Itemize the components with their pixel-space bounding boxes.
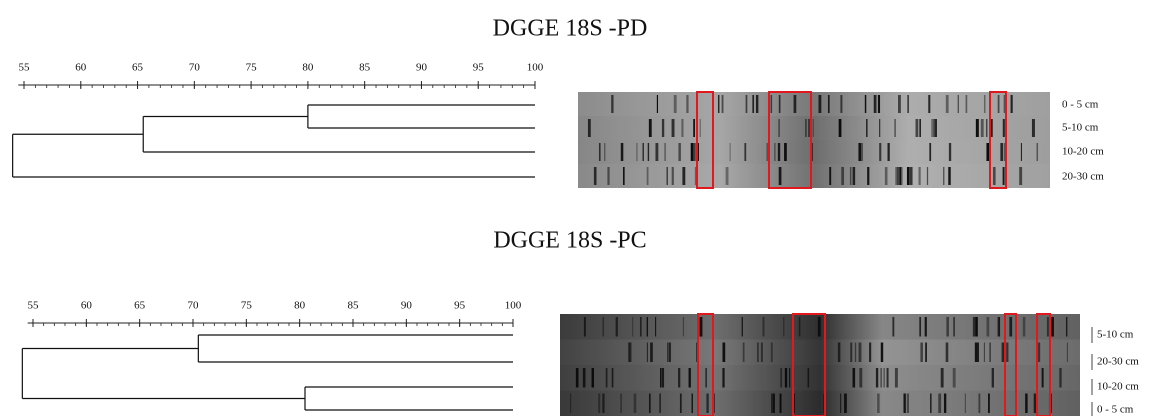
gel-lane <box>578 116 1050 140</box>
panel-title: DGGE 18S -PC <box>493 228 646 254</box>
tick-label: 65 <box>134 300 146 312</box>
tick-label: 90 <box>416 62 428 74</box>
tick-label: 70 <box>189 62 201 74</box>
lane-label: 0 - 5 cm <box>1097 404 1134 416</box>
lane-label: 10-20 cm <box>1097 381 1139 393</box>
gel-lane-shade <box>578 92 1050 116</box>
tick-label: 90 <box>401 300 413 312</box>
tick-label: 75 <box>246 62 258 74</box>
tick-label: 95 <box>454 300 466 312</box>
highlight-box <box>1036 313 1051 416</box>
highlight-box <box>697 313 714 416</box>
gel-lane <box>578 164 1050 188</box>
tick-label: 55 <box>28 300 40 312</box>
tick-label: 65 <box>132 62 144 74</box>
gel-lane <box>560 339 1080 365</box>
lane-label: 10-20 cm <box>1062 146 1104 158</box>
gel-lane-shade <box>578 164 1050 188</box>
tick-label: 80 <box>302 62 314 74</box>
lane-label: 5-10 cm <box>1097 329 1134 341</box>
tick-label: 95 <box>473 62 485 74</box>
gel-lane-shade <box>578 116 1050 140</box>
highlight-box <box>1004 313 1017 416</box>
lane-label: 5-10 cm <box>1062 122 1099 134</box>
highlight-box <box>696 91 714 189</box>
highlight-box <box>768 91 812 189</box>
panel-title: DGGE 18S -PD <box>493 16 648 42</box>
tick-label: 80 <box>294 300 306 312</box>
tick-label: 85 <box>359 62 371 74</box>
highlight-box <box>989 91 1007 189</box>
gel-lane <box>578 92 1050 116</box>
gel-image <box>578 91 1050 189</box>
tick-label: 70 <box>188 300 200 312</box>
highlight-box <box>792 313 826 416</box>
tick-label: 75 <box>241 300 253 312</box>
lane-label: 0 - 5 cm <box>1062 99 1099 111</box>
tick-label: 100 <box>527 62 544 74</box>
gel-lane <box>560 390 1080 416</box>
tick-label: 55 <box>19 62 31 74</box>
tick-label: 60 <box>81 300 93 312</box>
lane-label: 20-30 cm <box>1097 356 1139 368</box>
tick-label: 85 <box>348 300 360 312</box>
gel-lane-shade <box>560 390 1080 416</box>
gel-lane-shade <box>560 339 1080 365</box>
tick-label: 60 <box>75 62 87 74</box>
gel-lane-shade <box>560 365 1080 391</box>
lane-label: 20-30 cm <box>1062 171 1104 183</box>
gel-image <box>560 313 1080 416</box>
tick-label: 100 <box>505 300 522 312</box>
